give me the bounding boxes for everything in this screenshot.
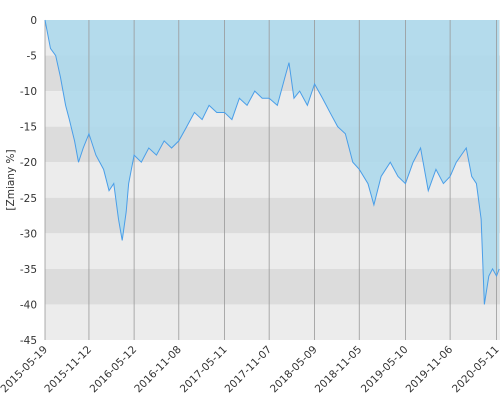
- x-tick-label: 2020-05-11: [450, 344, 500, 396]
- x-tick-label: 2016-05-12: [88, 344, 140, 396]
- y-tick-label: -25: [20, 193, 37, 205]
- y-tick-label: 0: [30, 15, 37, 27]
- y-tick-label: -40: [20, 299, 37, 311]
- x-tick-label: 2019-11-06: [404, 343, 456, 395]
- band: [45, 197, 500, 234]
- x-tick-label: 2019-05-10: [359, 344, 411, 396]
- band: [45, 233, 500, 269]
- area-fill: [45, 20, 500, 305]
- y-tick-label: -20: [20, 157, 37, 169]
- y-tick-label: -10: [20, 86, 37, 98]
- x-tick-label: 2018-05-09: [268, 344, 320, 396]
- y-tick-label: -35: [20, 264, 37, 276]
- y-tick-label: -15: [20, 122, 37, 134]
- x-tick-label: 2017-05-11: [178, 344, 230, 396]
- x-tick-label: 2015-11-12: [42, 344, 94, 396]
- band: [45, 304, 500, 340]
- y-tick-label: -30: [20, 228, 37, 240]
- y-axis-label: [Zmiany %]: [5, 149, 17, 210]
- x-tick-label: 2017-11-07: [223, 344, 275, 396]
- y-tick-label: -5: [27, 51, 37, 63]
- x-tick-label: 2018-11-05: [313, 344, 365, 396]
- line: [44, 19, 500, 305]
- band: [45, 268, 500, 305]
- x-tick-label: 2016-11-08: [132, 344, 184, 396]
- y-tick-label: -45: [20, 335, 37, 347]
